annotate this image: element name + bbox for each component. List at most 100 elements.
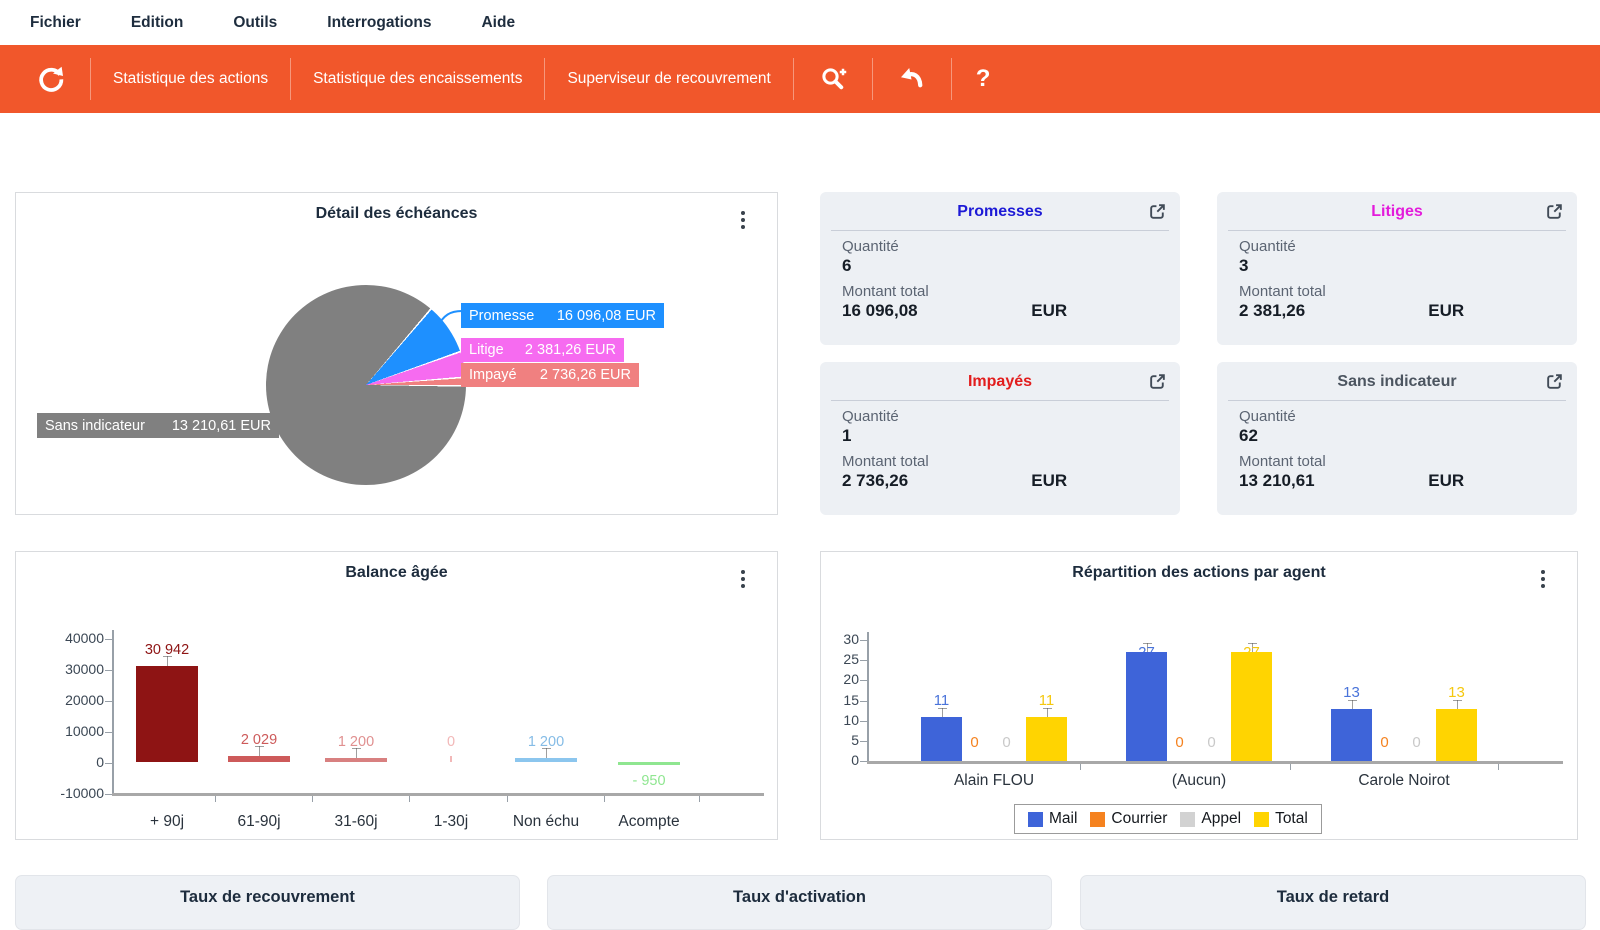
y-axis-tick xyxy=(860,700,867,702)
balance-chart: 40000 30000 20000 10000 0 -10000 30 942 + 90j 2 … xyxy=(16,552,777,839)
menu-bar: Fichier Edition Outils Interrogations Ai… xyxy=(0,0,1600,45)
y-axis-tick-label: 30 xyxy=(843,631,859,647)
menu-item-edition[interactable]: Edition xyxy=(130,13,184,31)
menu-item-interrogations[interactable]: Interrogations xyxy=(327,13,432,31)
x-axis-category-label: Carole Noirot xyxy=(1358,772,1450,789)
amount-label: Montant total xyxy=(1239,283,1326,300)
error-whisker xyxy=(1347,700,1357,709)
x-axis-category-label: 1-30j xyxy=(433,813,469,830)
x-axis-category-label: 31-60j xyxy=(334,813,378,830)
kebab-menu-icon[interactable] xyxy=(739,568,747,590)
kebab-menu-icon[interactable] xyxy=(739,209,747,231)
menu-item-fichier[interactable]: Fichier xyxy=(30,13,81,31)
toolbar-button-statistique-actions[interactable]: Statistique des actions xyxy=(113,70,269,87)
bar xyxy=(325,758,387,762)
y-axis-tick xyxy=(860,640,867,641)
y-axis-tick xyxy=(105,732,112,733)
y-axis-tick xyxy=(105,794,112,795)
whisker-stem xyxy=(1046,708,1048,717)
amount-value: 16 096,08 EUR xyxy=(842,301,1068,320)
y-axis-tick-label: 20 xyxy=(843,671,859,688)
bar-value-label: 0 xyxy=(1002,734,1011,751)
external-link-icon[interactable] xyxy=(1148,202,1167,226)
toolbar: Statistique des actions Statistique des … xyxy=(0,45,1600,113)
toolbar-separator xyxy=(950,58,952,100)
x-axis-category-label: + 90j xyxy=(149,813,185,830)
pie-label-promesse: Promesse 16 096,08 EUR xyxy=(461,303,664,328)
whisker-stem xyxy=(1251,643,1253,652)
external-link-icon[interactable] xyxy=(1545,372,1564,396)
toolbar-separator xyxy=(290,58,292,100)
whisker-stem xyxy=(546,748,547,758)
legend-item: Courrier xyxy=(1090,810,1167,828)
x-axis-category-label: Acompte xyxy=(618,813,680,830)
y-axis-tick xyxy=(105,701,112,702)
y-axis-tick-label: 0 xyxy=(96,754,104,770)
x-axis-category-label: (Aucun) xyxy=(1171,772,1227,789)
panel-title: Répartition des actions par agent xyxy=(1072,564,1326,581)
card-title: Sans indicateur xyxy=(1337,373,1457,390)
error-whisker xyxy=(352,748,361,758)
toolbar-button-statistique-encaissements[interactable]: Statistique des encaissements xyxy=(313,70,523,87)
whisker-stem xyxy=(1146,643,1148,652)
y-axis-tick xyxy=(105,763,112,764)
y-axis-tick xyxy=(105,639,112,640)
y-axis-tick-label: 10000 xyxy=(65,723,104,739)
toolbar-button-superviseur-recouvrement[interactable]: Superviseur de recouvrement xyxy=(567,70,771,87)
external-link-icon[interactable] xyxy=(1148,372,1167,396)
divider xyxy=(1228,230,1566,231)
panel-detail-echeances: Détail des échéances Promesse 16 096,08 E… xyxy=(15,192,778,515)
bar-value-label: 1 200 xyxy=(527,734,565,750)
y-axis-tick xyxy=(860,741,867,742)
pie-label-litige: Litige 2 381,26 EUR xyxy=(461,338,624,362)
error-whisker xyxy=(937,708,947,717)
card-title: Litiges xyxy=(1371,203,1423,220)
error-whisker xyxy=(1247,643,1257,652)
whisker-stem xyxy=(356,748,357,758)
y-axis-tick-label: 20000 xyxy=(65,692,104,708)
amount-label: Montant total xyxy=(842,283,929,300)
bar xyxy=(228,756,290,762)
legend-swatch xyxy=(1028,811,1043,827)
search-plus-icon[interactable] xyxy=(794,64,872,94)
error-whisker xyxy=(1042,708,1052,717)
x-axis-category-label: 61-90j xyxy=(237,813,281,830)
pie-chart xyxy=(266,285,466,485)
x-axis-tick xyxy=(1080,764,1081,770)
bar-value-label: 30 942 xyxy=(144,642,190,658)
quantity-value: 1 xyxy=(842,426,852,445)
kebab-menu-icon[interactable] xyxy=(1539,568,1547,590)
x-axis-line xyxy=(867,761,1563,764)
undo-icon[interactable] xyxy=(873,64,951,94)
menu-item-outils[interactable]: Outils xyxy=(233,13,278,31)
x-axis-tick xyxy=(215,796,216,802)
bar xyxy=(1126,652,1167,761)
toolbar-separator xyxy=(90,58,91,100)
quantity-value: 3 xyxy=(1239,256,1249,275)
x-axis-category-label: Alain FLOU xyxy=(953,772,1035,789)
y-axis-line xyxy=(112,630,114,793)
amount-value: 2 736,26 EUR xyxy=(842,471,1068,490)
help-icon[interactable]: ? xyxy=(975,65,991,92)
legend-label: Appel xyxy=(1201,810,1242,827)
x-axis-tick xyxy=(312,796,313,802)
divider xyxy=(1228,400,1566,401)
divider xyxy=(831,400,1169,401)
bar xyxy=(1231,652,1272,761)
currency-label: EUR xyxy=(1428,471,1465,490)
bar-value-label: 11 xyxy=(1038,692,1055,709)
legend-label: Courrier xyxy=(1111,810,1168,827)
refresh-icon[interactable] xyxy=(12,64,90,94)
zero-tick xyxy=(450,756,452,762)
legend-item: Appel xyxy=(1180,810,1241,828)
menu-item-aide[interactable]: Aide xyxy=(481,13,516,31)
whisker-stem xyxy=(1456,700,1458,709)
x-axis-tick xyxy=(604,796,605,802)
bar-value-label: 0 xyxy=(446,734,456,750)
bar-value-label: 13 xyxy=(1343,684,1360,701)
toolbar-separator xyxy=(871,58,873,100)
external-link-icon[interactable] xyxy=(1545,202,1564,226)
toolbar-separator xyxy=(544,58,546,100)
chart-legend: Mail Courrier Appel Total xyxy=(1014,804,1322,834)
card-taux-recouvrement: Taux de recouvrement xyxy=(15,875,520,930)
